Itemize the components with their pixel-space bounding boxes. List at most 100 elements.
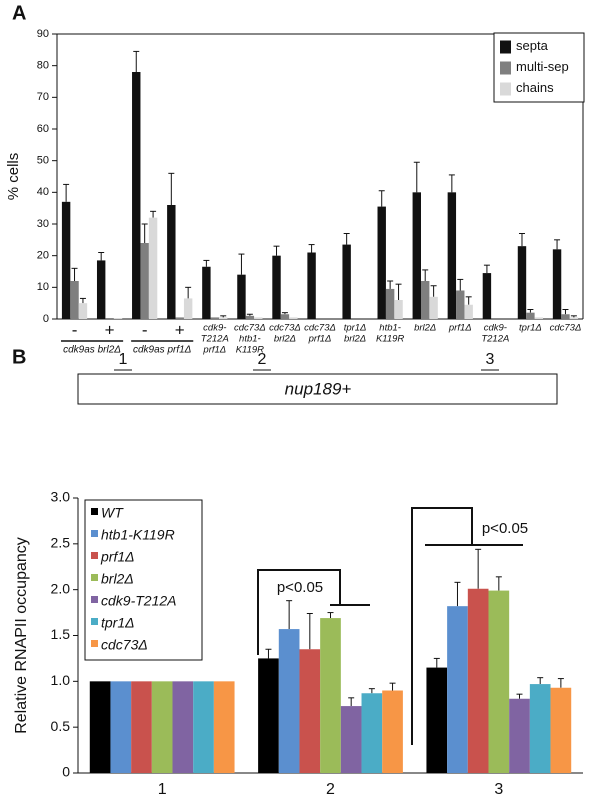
bar — [258, 658, 279, 773]
bar — [213, 681, 235, 773]
x-tick-label: tpr1Δ — [519, 323, 542, 334]
bar — [385, 288, 395, 319]
group-label: cdk9as brl2Δ — [63, 345, 121, 356]
y-tick-label: 0 — [43, 313, 49, 325]
bar — [245, 315, 255, 319]
bar — [131, 681, 152, 773]
x-tick-label: htb1- — [379, 323, 401, 334]
x-tick-label: cdk9- — [484, 323, 507, 334]
legend-label: chains — [516, 80, 554, 95]
bar — [140, 243, 149, 319]
legend-label: brl2Δ — [101, 571, 134, 587]
bar — [529, 684, 551, 773]
x-tick-label: brl2Δ — [344, 334, 366, 345]
y-tick-label: 50 — [37, 155, 49, 167]
legend-box — [84, 499, 203, 661]
y-tick-label: 2.5 — [51, 535, 71, 551]
y-tick-label: 60 — [37, 123, 49, 135]
legend-swatch — [500, 61, 511, 75]
legend-label: cdc73Δ — [101, 637, 148, 653]
y-tick-label: 1.0 — [51, 672, 71, 688]
bar — [467, 588, 489, 773]
y-tick-label: 3.0 — [51, 489, 71, 505]
x-tick-label: cdc73Δ — [550, 323, 582, 334]
bar — [151, 681, 173, 773]
bar — [420, 281, 430, 319]
bar — [569, 317, 579, 319]
bar — [447, 606, 468, 773]
bar — [320, 618, 341, 773]
y-tick-label: 0 — [62, 764, 70, 780]
x-tick-label: 3 — [494, 781, 503, 798]
legend-swatch — [91, 640, 98, 647]
y-tick-label: 1.5 — [51, 626, 71, 642]
x-tick-label: T212A — [481, 334, 509, 345]
x-tick-label: htb1- — [239, 334, 261, 345]
bar — [447, 192, 457, 319]
bar — [219, 317, 228, 319]
bar — [175, 317, 184, 319]
bar — [382, 690, 403, 773]
legend-label: htb1-K119R — [101, 527, 175, 543]
legend-swatch — [91, 530, 98, 537]
bar — [96, 260, 106, 319]
legend-label: septa — [516, 38, 549, 53]
x-tick-label: prf1Δ — [448, 323, 472, 334]
bar — [426, 667, 448, 773]
bar — [488, 590, 510, 773]
bar — [552, 249, 562, 319]
legend-label: WT — [101, 505, 124, 521]
bar — [394, 300, 403, 319]
x-tick-label: 2 — [326, 781, 335, 798]
x-tick-label: prf1Δ — [308, 334, 332, 345]
p-value: p<0.05 — [482, 520, 528, 537]
legend-swatch — [91, 596, 98, 603]
x-tick-label: - — [72, 320, 78, 339]
panel-label: A — [12, 2, 26, 24]
legend-swatch — [91, 552, 98, 559]
y-tick-label: 90 — [37, 28, 49, 40]
bar — [110, 681, 132, 773]
bar — [456, 290, 465, 319]
legend-swatch — [500, 82, 511, 96]
bar — [237, 274, 246, 319]
legend-label: multi-sep — [516, 59, 569, 74]
bar — [61, 201, 71, 319]
x-tick-label: cdc73Δ — [304, 323, 336, 334]
x-tick-label: tpr1Δ — [344, 323, 367, 334]
y-axis-label: % cells — [5, 153, 22, 201]
bar — [340, 706, 362, 773]
bar — [167, 205, 176, 319]
bar — [342, 244, 351, 319]
x-tick-label: - — [142, 320, 148, 339]
x-tick-label: T212A — [201, 334, 229, 345]
bar — [299, 649, 321, 773]
x-tick-label: K119R — [236, 345, 264, 356]
bar — [148, 217, 158, 319]
x-tick-label: cdk9- — [203, 323, 226, 334]
gene-box — [77, 373, 558, 405]
bar — [307, 252, 316, 319]
y-tick-label: 80 — [37, 60, 49, 72]
bar — [70, 281, 79, 319]
bar — [412, 192, 421, 319]
x-tick-label: 1 — [158, 781, 167, 798]
bar — [534, 317, 544, 319]
region-label: 1 — [119, 351, 128, 368]
bar — [464, 304, 473, 319]
x-tick-label: + — [175, 320, 185, 339]
bar — [113, 318, 123, 319]
legend-label: cdk9-T212A — [101, 593, 176, 609]
bar — [193, 681, 214, 773]
legend-swatch — [91, 574, 98, 581]
legend-swatch — [91, 618, 98, 625]
bar — [561, 314, 570, 319]
significance-bracket — [257, 569, 341, 655]
bar — [132, 72, 141, 319]
bar — [289, 317, 298, 319]
y-tick-label: 30 — [37, 218, 49, 230]
bar — [526, 312, 535, 319]
region-label: 3 — [486, 351, 495, 368]
bar — [254, 317, 263, 319]
bar — [280, 314, 290, 319]
